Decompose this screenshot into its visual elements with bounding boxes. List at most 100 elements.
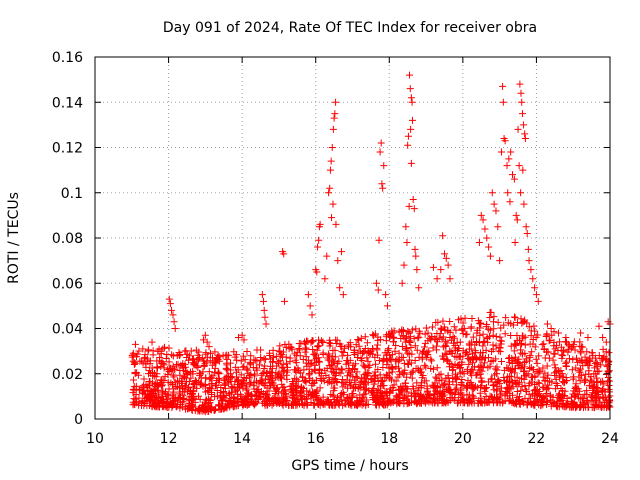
data-point [239, 384, 247, 392]
data-point [210, 358, 218, 366]
data-point [278, 353, 286, 361]
data-point [345, 378, 353, 386]
data-point [511, 313, 519, 321]
data-point [496, 333, 504, 341]
data-point [427, 336, 435, 344]
data-point [189, 359, 197, 367]
data-point [306, 376, 314, 384]
data-point [139, 345, 147, 353]
data-point [354, 336, 362, 344]
data-point [231, 397, 239, 405]
data-point [405, 202, 413, 210]
data-point [286, 382, 294, 390]
data-point [481, 387, 489, 395]
data-point [165, 295, 173, 303]
data-point [475, 239, 483, 247]
data-point [211, 364, 219, 372]
data-point [370, 380, 378, 388]
data-point [411, 245, 419, 253]
data-point [413, 379, 421, 387]
data-point [337, 248, 345, 256]
data-point [221, 374, 229, 382]
data-point [527, 332, 535, 340]
data-point [526, 379, 534, 387]
data-point [260, 306, 268, 314]
data-point [572, 364, 580, 372]
data-point [383, 389, 391, 397]
data-point [299, 355, 307, 363]
data-point [238, 331, 246, 339]
data-point [534, 379, 542, 387]
data-point [291, 356, 299, 364]
data-point [309, 346, 317, 354]
data-point [490, 313, 498, 321]
data-point [276, 348, 284, 356]
data-point [282, 400, 290, 408]
data-point [497, 384, 505, 392]
data-point [454, 397, 462, 405]
data-point [176, 390, 184, 398]
data-point [358, 356, 366, 364]
data-point [211, 393, 219, 401]
data-point [520, 358, 528, 366]
data-point [600, 380, 608, 388]
data-point [412, 390, 420, 398]
data-point [550, 342, 558, 350]
data-point [498, 390, 506, 398]
data-point [272, 387, 280, 395]
data-point [572, 383, 580, 391]
data-point [265, 387, 273, 395]
axis-ticks [94, 56, 611, 420]
data-point [276, 357, 284, 365]
data-point [334, 257, 342, 265]
data-point [338, 366, 346, 374]
data-point [551, 350, 559, 358]
y-tick-label: 0.08 [52, 231, 83, 247]
data-point [421, 330, 429, 338]
data-point [310, 399, 318, 407]
data-point [433, 364, 441, 372]
data-point [581, 378, 589, 386]
data-point [581, 377, 589, 385]
data-point [423, 388, 431, 396]
data-point [571, 346, 579, 354]
data-point [525, 390, 533, 398]
data-point [176, 371, 184, 379]
data-point [385, 333, 393, 341]
data-point [395, 364, 403, 372]
data-point [328, 144, 336, 151]
data-point [307, 399, 315, 407]
data-point [372, 279, 380, 287]
data-point [539, 401, 547, 409]
data-point [287, 385, 295, 393]
data-point [492, 342, 500, 350]
data-point [428, 357, 436, 365]
data-point [221, 381, 229, 389]
data-point [142, 363, 150, 371]
data-point [353, 354, 361, 362]
data-point [568, 366, 576, 374]
data-point [363, 396, 371, 404]
data-point [315, 236, 323, 244]
data-point [293, 390, 301, 398]
data-point [360, 361, 368, 369]
data-point [468, 391, 476, 399]
data-point [153, 363, 161, 371]
data-point [448, 361, 456, 369]
data-point [421, 397, 429, 405]
data-point [195, 348, 203, 356]
data-point [161, 390, 169, 398]
data-point [393, 395, 401, 403]
data-point [444, 372, 452, 380]
data-point [518, 340, 526, 348]
data-point [293, 348, 301, 356]
data-point [247, 378, 255, 386]
data-point [531, 327, 539, 335]
data-point [597, 361, 605, 369]
data-point [440, 250, 448, 258]
data-point [376, 336, 384, 344]
data-point [326, 166, 334, 174]
data-point [511, 239, 519, 247]
data-point [557, 343, 565, 351]
data-point [329, 125, 337, 133]
